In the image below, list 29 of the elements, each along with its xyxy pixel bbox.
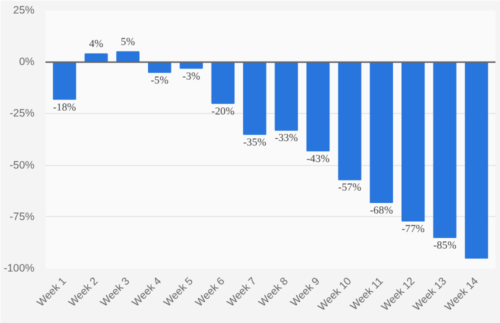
y-tick-label: -75% bbox=[10, 210, 36, 223]
bar bbox=[464, 62, 488, 259]
data-label: -85% bbox=[433, 240, 456, 252]
data-label: -20% bbox=[211, 106, 235, 118]
bar bbox=[402, 62, 425, 222]
data-label: -68% bbox=[370, 205, 394, 216]
data-label: 5% bbox=[120, 36, 136, 48]
bar bbox=[306, 62, 330, 152]
data-label: -57% bbox=[338, 182, 362, 194]
data-label: -33% bbox=[274, 133, 298, 144]
data-label: -77% bbox=[402, 224, 425, 236]
data-label: -3% bbox=[182, 71, 200, 82]
data-label: -18% bbox=[52, 102, 76, 114]
bar bbox=[52, 62, 76, 100]
bar bbox=[433, 62, 456, 238]
y-tick-label: -50% bbox=[10, 159, 36, 172]
bar bbox=[243, 62, 266, 135]
bar bbox=[274, 62, 298, 131]
y-tick-label: -100% bbox=[4, 262, 36, 274]
bar bbox=[211, 62, 235, 104]
y-tick-label: -25% bbox=[10, 108, 36, 120]
bar bbox=[370, 62, 394, 203]
data-label: 4% bbox=[89, 38, 104, 50]
bar bbox=[338, 62, 362, 180]
y-tick-label: 0% bbox=[19, 56, 36, 68]
y-tick-label: 25% bbox=[13, 4, 36, 16]
data-label: -35% bbox=[243, 137, 266, 148]
data-label: -43% bbox=[306, 154, 330, 165]
data-label: -5% bbox=[150, 75, 169, 86]
